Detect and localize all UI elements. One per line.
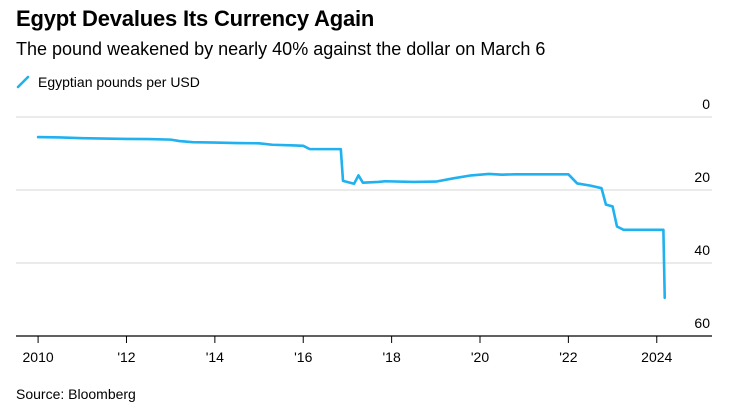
x-tick-label: 2010 [23,349,54,365]
legend-line-icon [16,75,30,89]
x-tick-label: '20 [471,349,489,365]
chart-title: Egypt Devalues Its Currency Again [16,6,375,31]
gridlines [16,116,712,264]
legend-label: Egyptian pounds per USD [38,74,200,90]
x-tick-label: '12 [117,349,135,365]
y-tick-label: 40 [694,242,710,258]
x-tick-labels: 2010 '12 '14 '16 '18 '20 '22 2024 [23,349,673,365]
source-note: Source: Bloomberg [16,386,136,402]
x-tick-label: '16 [294,349,312,365]
y-tick-label: 60 [694,315,710,331]
x-tick-label: '14 [206,349,224,365]
x-tick-label: '18 [382,349,400,365]
x-axis [16,335,712,343]
y-axis: 0 20 40 60 [694,96,710,331]
series-layer [36,135,667,299]
x-tick-label: 2024 [641,349,672,365]
y-tick-label: 20 [694,169,710,185]
chart-subtitle: The pound weakened by nearly 40% against… [16,39,546,59]
y-tick-label: 0 [702,96,710,112]
legend: Egyptian pounds per USD [16,74,200,90]
x-tick-label: '22 [559,349,577,365]
series-line-0 [36,135,667,299]
